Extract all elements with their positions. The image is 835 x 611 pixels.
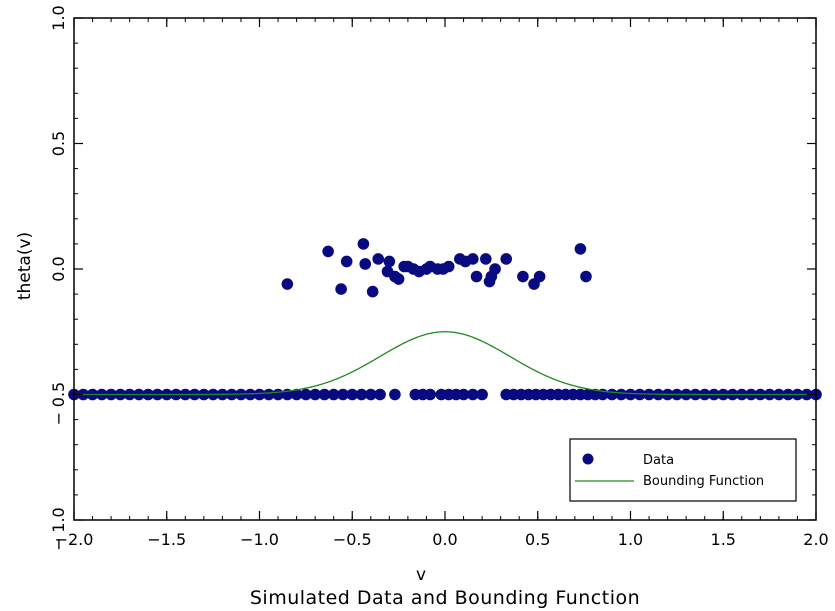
x-tick-label: 1.5 (711, 530, 736, 549)
data-point (359, 258, 372, 270)
data-point (355, 388, 368, 401)
axes-layer: −2.0 −1.5 −1.0 −0.5 0.0 0.5 1.0 1.5 2.01.00.50.0… (49, 5, 829, 550)
data-point (392, 273, 405, 285)
data-point (580, 270, 592, 283)
data-point (467, 388, 479, 401)
legend-box (569, 438, 797, 502)
data-point (281, 278, 294, 290)
data-point (517, 270, 529, 283)
data-point (480, 253, 492, 265)
x-tick-label: −1.5 (147, 530, 186, 549)
y-tick-label: 0.0 (49, 256, 68, 281)
data-point (253, 388, 266, 401)
y-axis-label: theta(v) (15, 232, 35, 300)
y-tick-label: 0.5 (49, 131, 68, 156)
plot-layer (68, 238, 822, 401)
y-tick-minus-sign: − (49, 412, 68, 425)
data-point (262, 388, 275, 401)
data-point (383, 255, 396, 268)
data-point (574, 243, 587, 255)
legend-label-data: Data (643, 453, 674, 468)
x-tick-label: 1.0 (618, 530, 643, 549)
data-point (357, 238, 370, 250)
data-point (624, 388, 637, 401)
data-point (500, 253, 513, 265)
data-point (337, 388, 349, 401)
data-point (318, 388, 331, 401)
data-point (290, 388, 303, 401)
data-point (327, 388, 340, 401)
data-point (533, 270, 546, 283)
x-tick-label: −0.5 (333, 530, 372, 549)
y-tick-minus-sign: − (49, 537, 68, 550)
data-point (300, 388, 312, 401)
data-point (476, 388, 488, 401)
y-tick-label: 0.5 (49, 382, 68, 407)
x-axis-label: v (416, 565, 426, 585)
bounding-function-line (74, 331, 816, 396)
x-tick-label: −1.0 (240, 530, 279, 549)
x-tick-label: −2.0 (55, 530, 94, 549)
data-point (346, 388, 359, 401)
data-point (442, 260, 455, 273)
x-tick-label: 2.0 (803, 530, 828, 549)
chart-title: Simulated Data and Bounding Function (250, 587, 640, 609)
data-point (244, 388, 257, 401)
data-point (467, 253, 479, 265)
data-point (489, 263, 501, 275)
y-tick-label: 1.0 (49, 5, 68, 30)
x-tick-label: 0.5 (525, 530, 550, 549)
data-point (340, 255, 353, 268)
data-point (335, 283, 347, 295)
legend-data-marker (582, 453, 594, 465)
data-point (424, 388, 436, 401)
data-point (372, 253, 385, 265)
data-point (365, 388, 377, 401)
legend: Data Bounding Function (569, 438, 797, 502)
data-point (374, 388, 386, 401)
data-point (322, 245, 334, 258)
data-point (389, 388, 401, 401)
data-point (309, 388, 321, 401)
legend-label-bounding-function: Bounding Function (643, 474, 764, 489)
data-point (457, 388, 470, 401)
x-tick-label: 0.0 (432, 530, 457, 549)
data-point (470, 270, 483, 283)
data-point (615, 388, 628, 401)
data-point (366, 285, 379, 298)
data-point (633, 388, 646, 401)
y-tick-label: 1.0 (49, 507, 68, 532)
